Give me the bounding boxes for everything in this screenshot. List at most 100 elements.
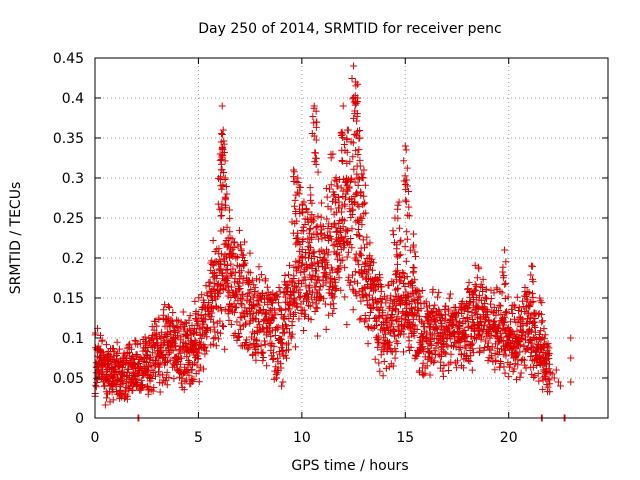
data-point	[270, 342, 278, 350]
data-point	[379, 372, 387, 380]
data-point-spike	[312, 154, 320, 162]
data-point	[388, 278, 396, 286]
data-point	[475, 325, 483, 333]
data-point	[295, 315, 303, 323]
data-point	[513, 293, 521, 301]
data-point-spike	[339, 157, 347, 165]
data-point	[355, 225, 363, 233]
data-point	[285, 271, 293, 279]
data-point	[447, 350, 455, 358]
data-point	[516, 348, 524, 356]
data-point	[431, 301, 439, 309]
data-point	[524, 344, 532, 352]
data-point	[344, 187, 352, 195]
data-point	[252, 356, 260, 364]
data-point	[533, 361, 541, 369]
data-point	[504, 293, 512, 301]
data-point	[409, 315, 417, 323]
data-point	[269, 356, 277, 364]
data-point	[112, 368, 120, 376]
data-point	[369, 280, 377, 288]
data-point	[211, 258, 219, 266]
data-point	[203, 347, 211, 355]
data-point	[398, 314, 406, 322]
data-point-spike	[527, 262, 535, 270]
data-point	[306, 302, 314, 310]
data-point	[295, 289, 303, 297]
data-point	[326, 185, 334, 193]
data-point	[216, 329, 224, 337]
data-point	[128, 345, 136, 353]
data-point	[419, 359, 427, 367]
data-point	[259, 290, 267, 298]
data-point	[391, 332, 399, 340]
data-point	[512, 351, 520, 359]
data-point	[324, 248, 332, 256]
data-point	[357, 314, 365, 322]
data-point	[480, 322, 488, 330]
data-point	[200, 320, 208, 328]
data-point-tail	[552, 366, 560, 374]
data-point	[441, 349, 449, 357]
data-point	[399, 325, 407, 333]
data-point	[501, 313, 509, 321]
data-point	[182, 367, 190, 375]
data-point	[365, 291, 373, 299]
data-point	[417, 318, 425, 326]
data-point	[297, 309, 305, 317]
data-point	[155, 368, 163, 376]
data-point	[158, 328, 166, 336]
data-point	[355, 231, 363, 239]
data-point	[194, 311, 202, 319]
data-point	[173, 316, 181, 324]
data-point	[177, 360, 185, 368]
data-point-tail	[567, 378, 575, 386]
data-point	[340, 217, 348, 225]
data-point	[544, 375, 552, 383]
data-point	[306, 184, 314, 192]
data-point	[492, 311, 500, 319]
data-point	[201, 343, 209, 351]
data-point	[204, 299, 212, 307]
data-point	[200, 365, 208, 373]
data-point	[194, 354, 202, 362]
data-point	[546, 388, 554, 396]
data-point	[238, 295, 246, 303]
data-point-tail	[550, 374, 558, 382]
data-point-spike	[405, 212, 413, 220]
data-point	[362, 259, 370, 267]
data-point	[260, 337, 268, 345]
data-point	[402, 257, 410, 265]
data-point	[94, 360, 102, 368]
data-point	[483, 311, 491, 319]
data-point	[351, 268, 359, 276]
data-point-spike	[394, 201, 402, 209]
data-point	[337, 257, 345, 265]
data-point	[466, 357, 474, 365]
data-point	[236, 284, 244, 292]
data-point	[194, 320, 202, 328]
data-point	[501, 369, 509, 377]
data-point	[268, 327, 276, 335]
data-point	[514, 318, 522, 326]
data-point	[513, 327, 521, 335]
data-point-spike	[501, 295, 509, 303]
data-point	[278, 306, 286, 314]
data-point-spike	[352, 78, 360, 86]
data-point	[253, 337, 261, 345]
data-point	[355, 261, 363, 269]
data-point	[312, 304, 320, 312]
data-point	[322, 272, 330, 280]
data-point-spike	[217, 130, 225, 138]
data-point	[371, 355, 379, 363]
data-point-spike	[304, 242, 312, 250]
data-point	[280, 329, 288, 337]
data-point	[436, 351, 444, 359]
data-point	[487, 331, 495, 339]
data-point	[215, 286, 223, 294]
data-point	[396, 278, 404, 286]
y-tick-label: 0.25	[53, 211, 84, 227]
data-point-spike	[526, 317, 534, 325]
data-point	[256, 321, 264, 329]
data-point-spike	[306, 226, 314, 234]
